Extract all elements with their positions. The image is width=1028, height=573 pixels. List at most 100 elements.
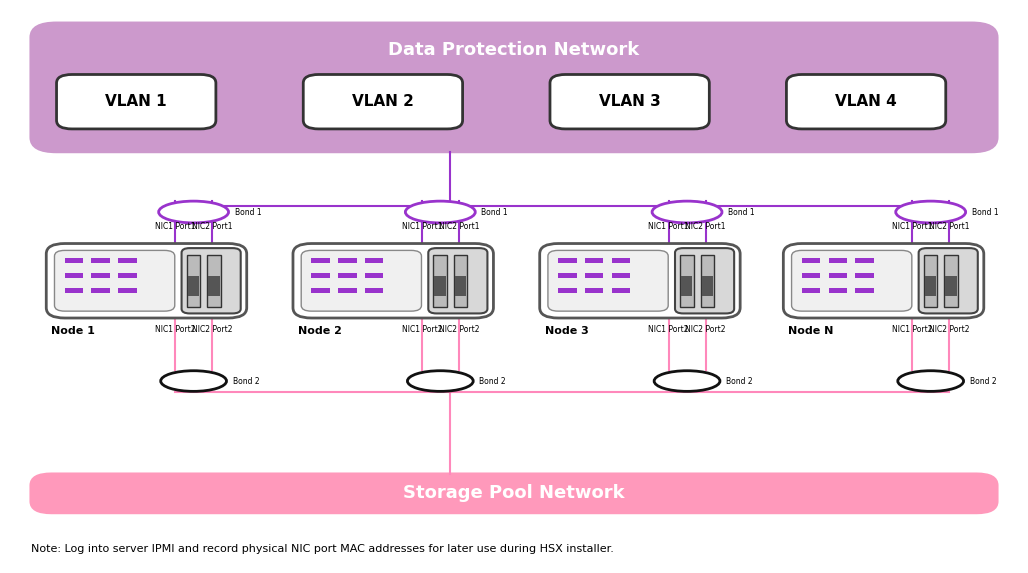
Text: Bond 1: Bond 1 — [234, 207, 261, 217]
Text: Node 3: Node 3 — [545, 325, 589, 336]
Ellipse shape — [158, 201, 228, 223]
Text: NIC1 Port2: NIC1 Port2 — [649, 325, 689, 334]
Bar — [802, 273, 820, 278]
Text: Note: Log into server IPMI and record physical NIC port MAC addresses for later : Note: Log into server IPMI and record ph… — [31, 544, 614, 554]
Bar — [208, 255, 221, 307]
Text: Bond 1: Bond 1 — [728, 207, 755, 217]
FancyBboxPatch shape — [303, 74, 463, 129]
FancyBboxPatch shape — [429, 248, 487, 313]
Bar — [118, 273, 137, 278]
Bar — [585, 258, 603, 263]
FancyBboxPatch shape — [792, 250, 912, 311]
Bar — [454, 255, 468, 307]
Text: NIC1 Port1: NIC1 Port1 — [892, 222, 932, 231]
Bar — [188, 276, 199, 296]
Bar — [338, 258, 357, 263]
Bar — [118, 288, 137, 293]
Text: VLAN 4: VLAN 4 — [835, 94, 897, 109]
Bar — [187, 255, 200, 307]
Text: NIC2 Port1: NIC2 Port1 — [929, 222, 969, 231]
Bar — [855, 288, 874, 293]
Text: NIC1 Port2: NIC1 Port2 — [402, 325, 442, 334]
Ellipse shape — [407, 371, 473, 391]
Text: Node 1: Node 1 — [51, 325, 96, 336]
Text: Bond 1: Bond 1 — [971, 207, 998, 217]
Bar — [558, 288, 577, 293]
FancyBboxPatch shape — [675, 248, 734, 313]
Bar — [924, 255, 938, 307]
Bar — [455, 276, 467, 296]
Bar — [681, 255, 694, 307]
Ellipse shape — [405, 201, 475, 223]
Text: NIC1 Port2: NIC1 Port2 — [155, 325, 195, 334]
Bar — [585, 273, 603, 278]
FancyBboxPatch shape — [540, 244, 740, 318]
Bar — [311, 258, 330, 263]
Bar — [945, 255, 958, 307]
Text: NIC2 Port2: NIC2 Port2 — [686, 325, 726, 334]
Text: NIC1 Port1: NIC1 Port1 — [155, 222, 195, 231]
Ellipse shape — [654, 371, 720, 391]
FancyBboxPatch shape — [31, 23, 997, 152]
Ellipse shape — [652, 201, 722, 223]
Bar — [338, 288, 357, 293]
Bar — [829, 273, 847, 278]
Bar — [435, 276, 446, 296]
Text: Storage Pool Network: Storage Pool Network — [403, 484, 625, 503]
Text: Node N: Node N — [788, 325, 834, 336]
Bar — [925, 276, 937, 296]
FancyBboxPatch shape — [46, 244, 247, 318]
Bar — [91, 273, 110, 278]
FancyBboxPatch shape — [57, 74, 216, 129]
Bar — [701, 255, 714, 307]
Bar — [65, 258, 83, 263]
FancyBboxPatch shape — [786, 74, 946, 129]
Text: Data Protection Network: Data Protection Network — [389, 41, 639, 60]
FancyBboxPatch shape — [550, 74, 709, 129]
Text: NIC2 Port2: NIC2 Port2 — [929, 325, 969, 334]
Text: NIC2 Port2: NIC2 Port2 — [192, 325, 232, 334]
Text: NIC1 Port1: NIC1 Port1 — [649, 222, 689, 231]
Text: VLAN 3: VLAN 3 — [598, 94, 661, 109]
Bar — [434, 255, 447, 307]
Bar — [365, 288, 383, 293]
FancyBboxPatch shape — [54, 250, 175, 311]
Bar — [91, 288, 110, 293]
Bar — [682, 276, 693, 296]
Ellipse shape — [160, 371, 226, 391]
Bar — [311, 273, 330, 278]
Bar — [209, 276, 220, 296]
FancyBboxPatch shape — [293, 244, 493, 318]
Text: NIC2 Port1: NIC2 Port1 — [439, 222, 479, 231]
Text: Bond 2: Bond 2 — [232, 376, 259, 386]
Bar — [365, 273, 383, 278]
Text: VLAN 1: VLAN 1 — [106, 94, 167, 109]
Bar — [65, 288, 83, 293]
Text: NIC1 Port2: NIC1 Port2 — [892, 325, 932, 334]
Bar — [585, 288, 603, 293]
FancyBboxPatch shape — [31, 474, 997, 513]
Bar — [558, 258, 577, 263]
Ellipse shape — [895, 201, 965, 223]
FancyBboxPatch shape — [548, 250, 668, 311]
Bar — [311, 288, 330, 293]
Text: NIC1 Port1: NIC1 Port1 — [402, 222, 442, 231]
Bar — [702, 276, 713, 296]
Bar — [91, 258, 110, 263]
Bar — [612, 258, 630, 263]
Text: Bond 2: Bond 2 — [479, 376, 506, 386]
Bar — [946, 276, 957, 296]
FancyBboxPatch shape — [301, 250, 421, 311]
Bar — [612, 273, 630, 278]
Bar — [338, 273, 357, 278]
Bar — [558, 273, 577, 278]
Text: Bond 2: Bond 2 — [969, 376, 996, 386]
Text: VLAN 2: VLAN 2 — [352, 94, 414, 109]
Text: NIC2 Port1: NIC2 Port1 — [686, 222, 726, 231]
Text: NIC2 Port2: NIC2 Port2 — [439, 325, 479, 334]
FancyBboxPatch shape — [919, 248, 978, 313]
FancyBboxPatch shape — [182, 248, 241, 313]
Bar — [118, 258, 137, 263]
Bar — [829, 288, 847, 293]
Bar — [802, 258, 820, 263]
